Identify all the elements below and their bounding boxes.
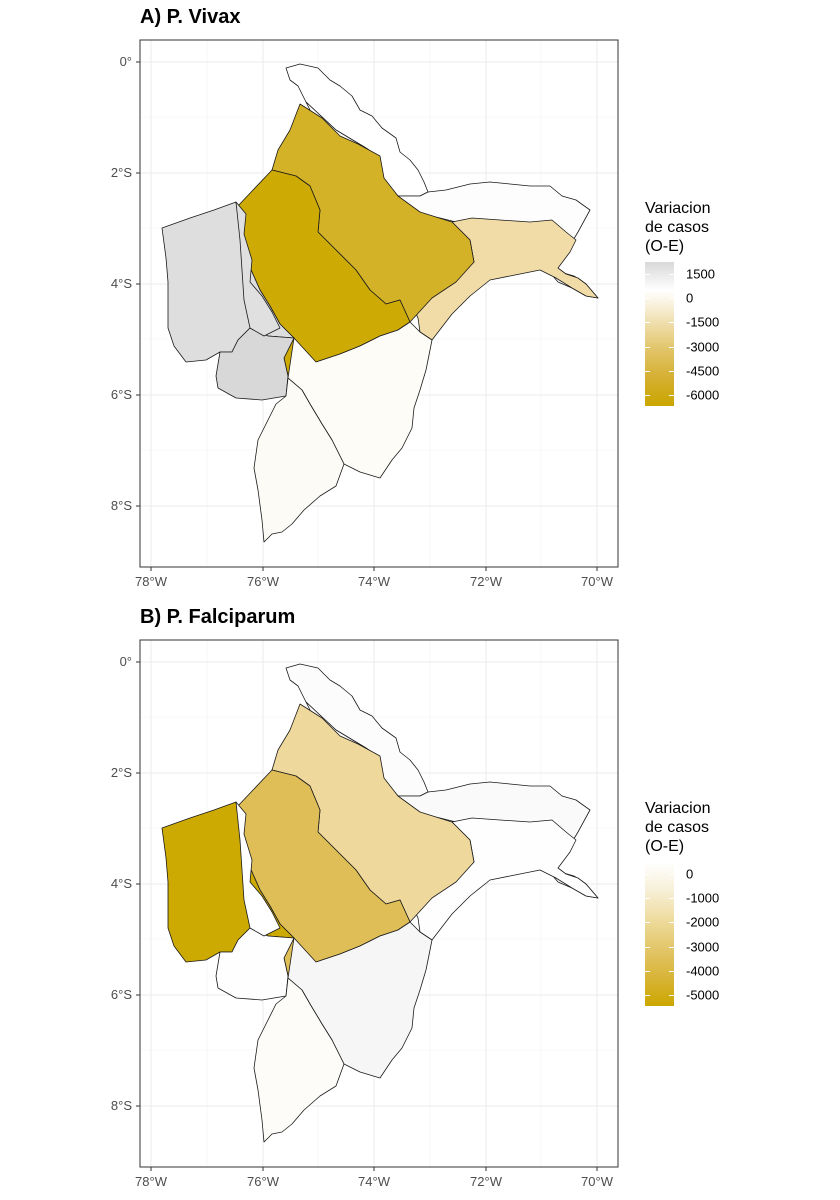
y-tick-label: 4°S — [111, 876, 132, 891]
region-mid-west-strip — [235, 201, 281, 337]
region-far-south — [253, 977, 345, 1143]
legend-b: Variacion de casos (O-E) 0 -1000 -2000 -… — [645, 799, 765, 1012]
panel-title: B) P. Falciparum — [140, 606, 296, 628]
legend-title-line: de casos — [645, 819, 710, 836]
legend-tick — [645, 874, 650, 875]
x-tick-label: 74°W — [358, 1174, 391, 1189]
legend-title-line: de casos — [645, 219, 710, 236]
x-tick-label: 70°W — [581, 574, 614, 589]
y-tick-label: 0° — [120, 654, 132, 669]
x-tick-label: 76°W — [247, 1174, 280, 1189]
panel-b: B) P. Falciparum 78°W 76°W 74°W 72°W 70°W 0° 2… — [0, 600, 840, 1200]
legend-gradient — [645, 862, 674, 1006]
legend-tick — [645, 370, 650, 372]
legend-a: Variacion de casos (O-E) 1500 0 -1500 -3… — [645, 199, 765, 412]
legend-label: -1500 — [686, 314, 720, 330]
region-far-south — [253, 377, 345, 543]
legend-tick — [669, 946, 674, 948]
legend-colorbar: 0 -1000 -2000 -3000 -4000 -5000 — [645, 862, 765, 1012]
x-tick-label: 72°W — [470, 1174, 503, 1189]
legend-tick — [669, 874, 674, 875]
panel-a: A) P. Vivax 78°W 76°W 74°W 72°W 70°W 0° 2°S 4°S… — [111, 6, 765, 589]
legend-tick — [669, 298, 674, 300]
legend-tick — [669, 970, 674, 972]
legend-label: -2000 — [686, 914, 720, 930]
x-tick-label: 74°W — [358, 574, 391, 589]
y-tick-label: 0° — [120, 54, 132, 69]
legend-label: -3000 — [686, 939, 720, 955]
legend-title-line: Variacion — [645, 800, 711, 817]
legend-label: -1000 — [686, 890, 720, 906]
y-tick-label: 2°S — [111, 165, 132, 180]
y-tick-label: 6°S — [111, 387, 132, 402]
plot-border — [139, 639, 619, 1168]
legend-tick — [645, 970, 650, 972]
x-tick-label: 76°W — [247, 574, 280, 589]
legend-tick — [645, 274, 650, 275]
map-a: 78°W 76°W 74°W 72°W 70°W 0° 2°S 4°S 6°S 8°S — [111, 39, 619, 589]
legend-tick — [645, 298, 650, 300]
y-tick-label: 8°S — [111, 498, 132, 513]
legend-colorbar: 1500 0 -1500 -3000 -4500 -6000 — [645, 262, 765, 412]
legend-title: Variacion de casos (O-E) — [645, 199, 765, 256]
legend-label: -5000 — [686, 987, 720, 1003]
legend-tick — [645, 946, 650, 948]
panel-title: A) P. Vivax — [140, 6, 241, 28]
legend-tick — [669, 322, 674, 324]
x-tick-label: 78°W — [135, 574, 168, 589]
plot-border — [139, 39, 619, 568]
legend-tick — [669, 995, 674, 996]
legend-tick — [669, 346, 674, 348]
legend-gradient — [645, 262, 674, 406]
legend-title-line: Variacion — [645, 200, 711, 217]
legend-label: 0 — [686, 866, 694, 882]
legend-tick — [669, 395, 674, 396]
region-mid-west-strip — [235, 801, 281, 937]
legend-label: -4000 — [686, 963, 720, 979]
legend-tick — [645, 395, 650, 396]
legend-label: 0 — [686, 290, 694, 306]
legend-tick — [645, 922, 650, 924]
y-tick-label: 4°S — [111, 276, 132, 291]
x-tick-label: 72°W — [470, 574, 503, 589]
legend-label: -6000 — [686, 387, 720, 403]
legend-title-line: (O-E) — [645, 838, 685, 855]
legend-tick — [645, 322, 650, 324]
legend-tick — [645, 995, 650, 996]
legend-tick — [669, 274, 674, 275]
y-tick-label: 2°S — [111, 765, 132, 780]
legend-tick — [669, 898, 674, 900]
y-tick-label: 8°S — [111, 1098, 132, 1113]
legend-label: -4500 — [686, 363, 720, 379]
x-tick-label: 78°W — [135, 1174, 168, 1189]
legend-label: 1500 — [686, 266, 715, 282]
legend-tick — [645, 346, 650, 348]
legend-tick — [669, 922, 674, 924]
legend-title: Variacion de casos (O-E) — [645, 799, 765, 856]
legend-tick — [645, 898, 650, 900]
legend-title-line: (O-E) — [645, 238, 685, 255]
map-b: 78°W 76°W 74°W 72°W 70°W 0° 2°S 4°S 6°S 8°S — [111, 639, 619, 1189]
x-tick-label: 70°W — [581, 1174, 614, 1189]
y-tick-label: 6°S — [111, 987, 132, 1002]
legend-tick — [669, 370, 674, 372]
legend-label: -3000 — [686, 339, 720, 355]
